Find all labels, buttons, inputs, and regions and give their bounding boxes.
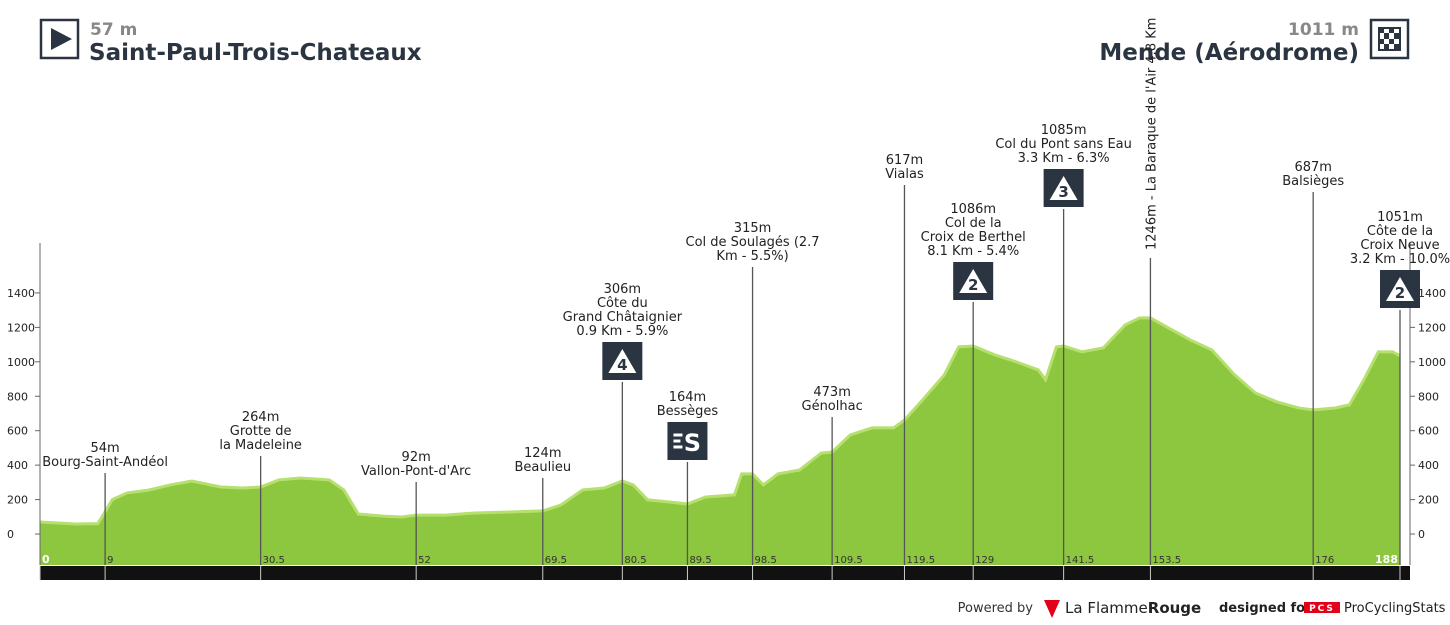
start-altitude: 57 m — [90, 20, 137, 40]
x-tick-label: 153.5 — [1152, 555, 1181, 566]
y-tick-label: 0 — [7, 528, 14, 541]
y-tick-label: 200 — [1418, 494, 1439, 507]
x-tick-label: 89.5 — [689, 555, 711, 566]
badge-label: 2 — [1395, 284, 1405, 302]
marker-label: Grotte de — [230, 424, 292, 439]
x-tick-label: 69.5 — [545, 555, 567, 566]
marker-label: Balsièges — [1282, 174, 1344, 189]
y-tick-label: 1400 — [1418, 287, 1446, 300]
y-tick-label: 600 — [1418, 425, 1439, 438]
distance-bar — [40, 566, 1410, 580]
brand-part: La Flamme — [1065, 599, 1148, 617]
marker-label: Grand Châtaignier — [563, 310, 683, 325]
marker-label: 473m — [813, 385, 850, 400]
finish-altitude: 1011 m — [1288, 20, 1359, 40]
y-tick-label: 400 — [1418, 459, 1439, 472]
y-tick-label: 0 — [1418, 528, 1425, 541]
marker-label: 315m — [734, 221, 771, 236]
marker-label: Bourg-Saint-Andéol — [42, 455, 168, 470]
site-name: ProCyclingStats — [1344, 601, 1446, 616]
marker-label: Côte de la — [1367, 224, 1433, 239]
x-tick-label: 109.5 — [834, 555, 863, 566]
y-tick-label: 1200 — [1418, 321, 1446, 334]
y-tick-label: 400 — [7, 459, 28, 472]
marker-label: 687m — [1294, 160, 1331, 175]
x-tick-label: 80.5 — [624, 555, 646, 566]
marker-label: 54m — [90, 441, 119, 456]
marker-label: Croix de Berthel — [921, 230, 1026, 245]
start-name: Saint-Paul-Trois-Chateaux — [89, 40, 422, 66]
marker-label: 8.1 Km - 5.4% — [927, 244, 1019, 259]
x-tick-label: 30.5 — [263, 555, 285, 566]
x-tick-label: 176 — [1315, 555, 1334, 566]
marker-label: 1246m - La Baraque de l'Air 4.8 Km — [1144, 18, 1159, 250]
y-tick-label: 1200 — [7, 321, 35, 334]
brand-part: Rouge — [1148, 599, 1201, 617]
pcs-text: PCS — [1309, 604, 1335, 614]
sprint-lines — [673, 433, 683, 449]
climb-triangle — [1386, 277, 1414, 301]
marker-label: 1051m — [1377, 210, 1423, 225]
climb-triangle — [608, 349, 637, 373]
marker-label: 92m — [402, 450, 431, 465]
marker-label: 3.2 Km - 10.0% — [1350, 252, 1450, 267]
badge-label: 2 — [968, 276, 978, 294]
badge-label: 3 — [1058, 183, 1068, 201]
y-tick-label: 200 — [7, 494, 28, 507]
x-tick-label: 119.5 — [906, 555, 935, 566]
start-icon — [39, 18, 80, 60]
climb-triangle — [1049, 176, 1078, 200]
x-tick-label: 188 — [1375, 553, 1398, 566]
marker-label: Col de la — [945, 216, 1002, 231]
finish-icon — [1369, 18, 1410, 60]
y-tick-label: 1400 — [7, 287, 35, 300]
marker-label: 124m — [524, 446, 561, 461]
marker-label: 617m — [886, 153, 923, 168]
y-tick-label: 1000 — [7, 356, 35, 369]
elevation-area — [40, 317, 1400, 565]
powered-by: Powered by — [958, 601, 1034, 616]
marker-label: 306m — [604, 282, 641, 297]
marker-label: Vallon-Pont-d'Arc — [361, 464, 471, 479]
x-tick-label: 0 — [42, 553, 50, 566]
marker-label: Vialas — [885, 167, 924, 182]
y-tick-label: 1000 — [1418, 356, 1446, 369]
x-tick-label: 141.5 — [1066, 555, 1095, 566]
y-tick-label: 600 — [7, 425, 28, 438]
marker-label: Bessèges — [657, 404, 719, 419]
x-tick-label: 52 — [418, 555, 431, 566]
x-tick-label: 129 — [975, 555, 994, 566]
marker-label: 3.3 Km - 6.3% — [1018, 151, 1110, 166]
elevation-line — [39, 316, 1401, 526]
y-tick-label: 800 — [7, 390, 28, 403]
climb-triangle — [959, 269, 988, 293]
y-tick-label: 800 — [1418, 390, 1439, 403]
plot: 0 0 200 200 400 400 600 600 800 800 1000 1000 1200 12… — [7, 18, 1450, 580]
flamme-icon — [1044, 600, 1060, 618]
brand: La FlammeRouge — [1065, 599, 1201, 617]
marker-label: Côte du — [597, 296, 648, 311]
finish-name: Mende (Aérodrome) — [1099, 40, 1359, 66]
marker-label: Col du Pont sans Eau — [995, 137, 1132, 152]
marker-label: 164m — [669, 390, 706, 405]
marker-label: Km - 5.5%) — [716, 249, 788, 264]
marker-label: 264m — [242, 410, 279, 425]
marker-label: Col de Soulagés (2.7 — [686, 235, 820, 250]
badge-label: S — [684, 429, 701, 457]
marker-label: la Madeleine — [219, 438, 302, 453]
x-tick-label: 9 — [107, 555, 113, 566]
marker-label: 1085m — [1041, 123, 1087, 138]
marker-label: Croix Neuve — [1360, 238, 1439, 253]
marker-label: Beaulieu — [514, 460, 571, 475]
marker-label: 1086m — [950, 202, 996, 217]
x-tick-label: 98.5 — [755, 555, 777, 566]
marker-label: Génolhac — [802, 399, 863, 414]
marker-label: 0.9 Km - 5.9% — [576, 324, 668, 339]
pcs-logo — [1304, 602, 1340, 613]
designed-for: designed for — [1219, 601, 1312, 616]
badge-label: 4 — [617, 356, 627, 374]
